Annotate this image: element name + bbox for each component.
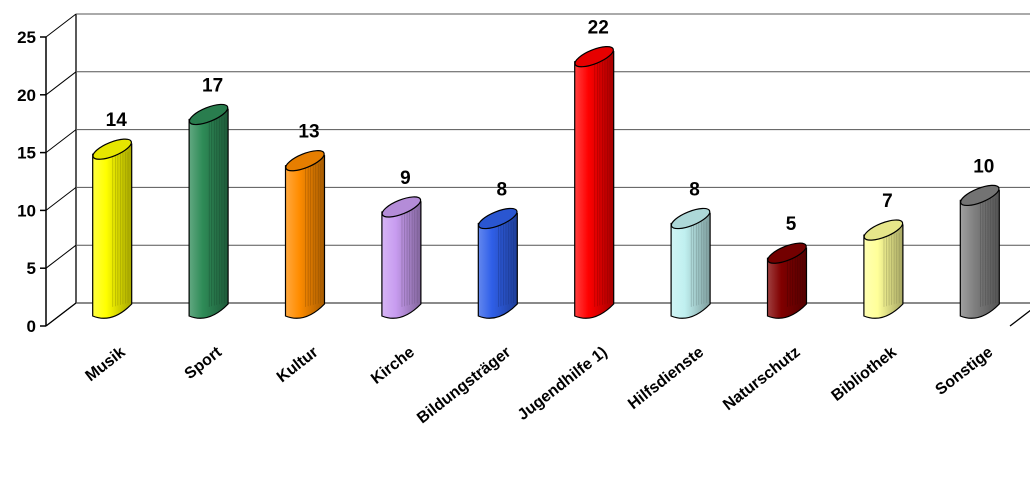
- y-tick-label: 10: [17, 201, 36, 220]
- data-label: 8: [689, 180, 700, 201]
- bar-body: [959, 189, 1000, 319]
- x-tick-label: Jugendhilfe 1): [515, 344, 611, 424]
- bar-body: [284, 154, 326, 319]
- y-tick-label: 5: [27, 259, 36, 278]
- gridline-diagonal: [45, 244, 77, 269]
- gridline-diagonal: [45, 187, 77, 211]
- y-tick-label: 15: [17, 144, 36, 163]
- bar-top: [478, 207, 518, 230]
- bar-body: [477, 212, 518, 319]
- bar-musik: [92, 138, 133, 319]
- bar-top: [381, 196, 422, 218]
- data-label: 13: [298, 122, 319, 143]
- y-tick-label: 20: [17, 86, 36, 105]
- bar-body: [574, 50, 615, 319]
- x-tick-label: Musik: [82, 344, 128, 385]
- value-labels: 14 17 13 9 8 22 8 5 7 10: [106, 18, 995, 236]
- bar-body: [766, 247, 808, 319]
- x-tick-label: Kirche: [368, 344, 418, 388]
- bar-top: [285, 150, 325, 172]
- bar-bibliothek: [863, 219, 904, 319]
- gridline-diagonal: [45, 129, 77, 153]
- data-label: 7: [882, 191, 893, 212]
- x-tick-label: Sonstige: [933, 344, 997, 399]
- bar-body: [92, 143, 133, 319]
- bar-body: [381, 201, 422, 319]
- x-tick-label: Bildungsträger: [414, 344, 514, 427]
- gridline-diagonal: [45, 302, 77, 327]
- x-tick-label: Kultur: [274, 344, 322, 386]
- y-tick-label: 25: [17, 28, 36, 47]
- gridline-diagonal: [45, 13, 77, 38]
- bar-body: [863, 224, 904, 319]
- bar-top: [574, 46, 614, 68]
- bars: [92, 46, 1000, 319]
- data-label: 14: [106, 110, 128, 131]
- x-tick-label: Hilfsdienste: [625, 344, 707, 413]
- x-tick-label: Bibliothek: [828, 344, 899, 405]
- gridline-diagonal: [45, 71, 77, 96]
- bar-body: [670, 212, 711, 319]
- data-label: 22: [588, 18, 609, 39]
- bar-top: [960, 184, 1000, 207]
- bar-body: [188, 108, 229, 319]
- bar-kirche: [381, 196, 422, 319]
- bar-top: [863, 219, 904, 241]
- bar-top: [188, 103, 229, 126]
- bar-top: [670, 207, 711, 230]
- bar-jugendhilfe-1: [574, 46, 615, 319]
- bar-kultur: [284, 150, 326, 319]
- bar-top: [767, 242, 807, 264]
- data-label: 10: [973, 156, 994, 177]
- data-label: 9: [400, 168, 411, 189]
- x-tick-label: Sport: [182, 343, 226, 383]
- x-tick-label: Naturschutz: [720, 344, 803, 414]
- bar-bildungstr-ger: [477, 207, 518, 319]
- data-label: 8: [497, 180, 508, 201]
- bar-sonstige: [959, 184, 1000, 319]
- bar-top: [92, 138, 132, 160]
- y-axis: 0 5 10 15 20 25: [17, 28, 46, 336]
- bar-naturschutz: [766, 242, 808, 319]
- bar-sport: [188, 103, 229, 319]
- y-tick-label: 0: [27, 317, 36, 336]
- bar-hilfsdienste: [670, 207, 711, 319]
- data-label: 5: [786, 214, 797, 235]
- data-label: 17: [202, 75, 223, 96]
